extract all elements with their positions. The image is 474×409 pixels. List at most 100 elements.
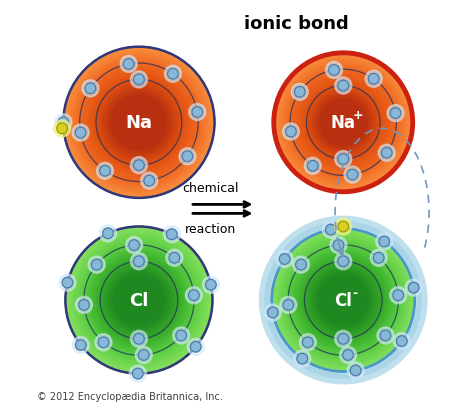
Circle shape: [168, 69, 178, 80]
Circle shape: [72, 56, 206, 190]
Circle shape: [141, 173, 158, 190]
Circle shape: [296, 75, 391, 171]
Circle shape: [202, 276, 219, 294]
Circle shape: [319, 276, 368, 325]
Circle shape: [82, 81, 99, 98]
Circle shape: [65, 49, 213, 197]
Circle shape: [133, 369, 143, 379]
Circle shape: [79, 300, 89, 310]
Text: Na: Na: [126, 114, 153, 132]
Circle shape: [305, 85, 382, 161]
Circle shape: [374, 253, 384, 263]
Circle shape: [120, 56, 137, 73]
Circle shape: [108, 92, 170, 153]
Text: Na: Na: [331, 114, 356, 132]
Circle shape: [76, 238, 202, 363]
Circle shape: [103, 228, 113, 239]
Circle shape: [92, 76, 186, 170]
Circle shape: [73, 235, 205, 366]
Circle shape: [309, 266, 377, 334]
Circle shape: [166, 229, 177, 240]
Text: chemical: chemical: [182, 181, 239, 194]
Circle shape: [55, 115, 72, 131]
Circle shape: [274, 231, 412, 369]
Circle shape: [312, 92, 374, 154]
Circle shape: [96, 80, 182, 166]
Text: reaction: reaction: [185, 223, 236, 236]
Circle shape: [104, 88, 173, 157]
Circle shape: [286, 66, 401, 180]
Circle shape: [290, 70, 396, 176]
Circle shape: [78, 239, 200, 362]
Circle shape: [298, 255, 389, 346]
Text: © 2012 Encyclopædia Britannica, Inc.: © 2012 Encyclopædia Britannica, Inc.: [37, 391, 223, 401]
Circle shape: [293, 251, 393, 350]
Circle shape: [344, 167, 361, 184]
Circle shape: [307, 86, 380, 160]
Circle shape: [308, 265, 378, 335]
Circle shape: [276, 233, 410, 368]
Circle shape: [316, 274, 370, 327]
Circle shape: [279, 236, 408, 365]
Circle shape: [275, 55, 411, 191]
Circle shape: [284, 241, 402, 360]
Circle shape: [144, 176, 155, 187]
Circle shape: [330, 237, 347, 254]
Circle shape: [85, 247, 193, 354]
Circle shape: [86, 248, 191, 353]
Circle shape: [96, 258, 182, 343]
Circle shape: [301, 81, 385, 165]
Circle shape: [82, 244, 196, 357]
Circle shape: [75, 340, 86, 351]
Circle shape: [292, 256, 310, 273]
Circle shape: [75, 60, 202, 186]
Circle shape: [189, 290, 199, 301]
Circle shape: [70, 231, 208, 369]
Circle shape: [54, 121, 71, 137]
Circle shape: [308, 88, 379, 158]
Circle shape: [335, 151, 352, 168]
Circle shape: [80, 64, 198, 182]
Circle shape: [338, 256, 348, 267]
Circle shape: [135, 347, 152, 364]
Circle shape: [309, 89, 378, 157]
Circle shape: [314, 93, 373, 153]
Circle shape: [276, 56, 410, 189]
Circle shape: [273, 230, 413, 370]
Circle shape: [294, 87, 305, 98]
Circle shape: [99, 260, 179, 340]
Circle shape: [64, 47, 215, 198]
Circle shape: [169, 253, 180, 263]
Circle shape: [290, 247, 397, 354]
Circle shape: [333, 240, 344, 251]
Circle shape: [112, 97, 165, 149]
Circle shape: [88, 256, 105, 273]
Circle shape: [302, 337, 313, 348]
Circle shape: [274, 54, 413, 192]
Circle shape: [107, 269, 171, 332]
Circle shape: [335, 78, 352, 95]
Circle shape: [75, 297, 92, 314]
Circle shape: [112, 274, 166, 327]
Circle shape: [130, 330, 147, 348]
Circle shape: [292, 249, 394, 351]
Circle shape: [405, 279, 422, 297]
Circle shape: [105, 266, 173, 334]
Circle shape: [290, 70, 396, 176]
Circle shape: [111, 95, 167, 151]
Circle shape: [299, 256, 388, 344]
Circle shape: [129, 240, 139, 251]
Circle shape: [134, 160, 144, 171]
Circle shape: [304, 158, 321, 175]
Circle shape: [93, 255, 184, 346]
Circle shape: [109, 270, 169, 331]
Circle shape: [187, 338, 204, 355]
Circle shape: [114, 276, 164, 325]
Circle shape: [106, 267, 172, 333]
Circle shape: [319, 276, 368, 325]
Circle shape: [173, 327, 190, 344]
Circle shape: [112, 97, 165, 149]
Circle shape: [294, 74, 392, 172]
Circle shape: [288, 245, 399, 355]
Circle shape: [84, 245, 194, 355]
